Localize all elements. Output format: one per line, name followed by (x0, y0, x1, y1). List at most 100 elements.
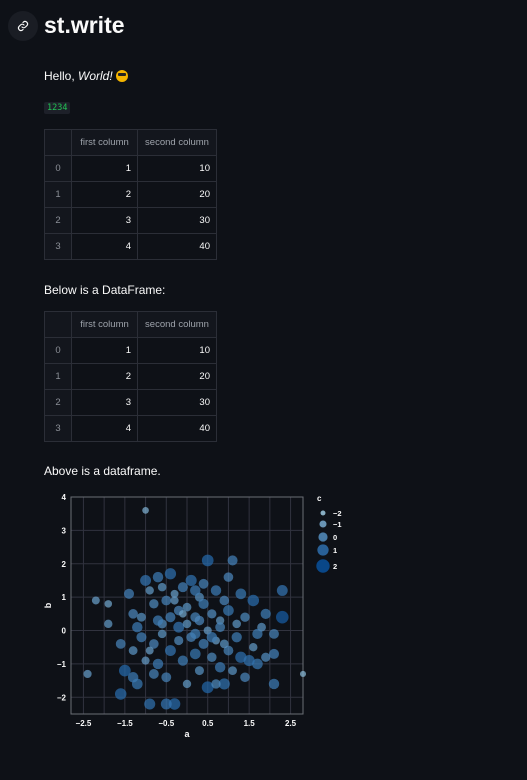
legend-symbol (317, 544, 328, 555)
scatter-point (190, 649, 201, 660)
column-header[interactable]: first column (72, 130, 138, 156)
table-cell[interactable]: 1 (72, 338, 138, 364)
row-index: 1 (45, 364, 72, 390)
table-cell[interactable]: 3 (72, 208, 138, 234)
table-cell[interactable]: 3 (72, 390, 138, 416)
scatter-point (220, 640, 229, 649)
scatter-point (198, 599, 208, 609)
scatter-point (276, 611, 289, 624)
scatter-point (232, 632, 242, 642)
table-cell[interactable]: 20 (138, 364, 217, 390)
code-value: 1234 (44, 102, 70, 114)
scatter-point (115, 688, 127, 700)
scatter-point (129, 646, 138, 655)
row-index: 3 (45, 416, 72, 442)
y-tick-label: 1 (62, 593, 67, 602)
scatter-point (228, 555, 238, 565)
scatter-point (195, 616, 205, 626)
scatter-point (105, 600, 113, 608)
scatter-point (248, 595, 260, 607)
scatter-point (83, 670, 91, 678)
scatter-point (199, 579, 209, 589)
scatter-point (124, 589, 134, 599)
table-cell[interactable]: 30 (138, 208, 217, 234)
scatter-point (277, 585, 288, 596)
scatter-point (223, 605, 234, 616)
table-cell[interactable]: 20 (138, 182, 217, 208)
table-row: 0 1 10 (45, 338, 217, 364)
table-cell[interactable]: 4 (72, 234, 138, 260)
scatter-point (252, 629, 262, 639)
above-text: Above is a dataframe. (44, 464, 161, 478)
table-cell[interactable]: 30 (138, 390, 217, 416)
scatter-chart[interactable]: −2.5 −1.5 −0.5 0.5 1.5 2.5 −2 −1 0 1 2 3 4 a b c −2 −1 0 1 2 (44, 490, 344, 745)
table-cell[interactable]: 40 (138, 234, 217, 260)
column-header[interactable]: second column (138, 130, 217, 156)
table-cell[interactable]: 4 (72, 416, 138, 442)
legend-symbol (319, 520, 326, 527)
scatter-point (153, 659, 163, 669)
scatter-point (137, 613, 146, 622)
x-tick-label: 0.5 (202, 719, 214, 728)
scatter-point (207, 653, 216, 662)
y-tick-label: −1 (57, 660, 67, 669)
table-cell[interactable]: 10 (138, 156, 217, 182)
scatter-point (173, 622, 184, 633)
table-row: 0 1 10 (45, 156, 217, 182)
table-cell[interactable]: 40 (138, 416, 217, 442)
scatter-point (244, 655, 255, 666)
scatter-point (190, 585, 200, 595)
legend-label: 1 (333, 546, 337, 555)
y-axis-label: b (44, 602, 53, 608)
scatter-point (219, 596, 229, 606)
table-cell[interactable]: 2 (72, 182, 138, 208)
x-axis-label: a (184, 729, 190, 739)
scatter-point (228, 666, 237, 675)
table-cell[interactable]: 10 (138, 338, 217, 364)
x-tick-label: 2.5 (285, 719, 297, 728)
scatter-point (261, 653, 270, 662)
scatter-point (141, 657, 149, 665)
scatter-point (165, 645, 176, 656)
x-tick-label: −0.5 (158, 719, 174, 728)
column-header[interactable]: first column (72, 312, 138, 338)
scatter-point (161, 699, 172, 710)
scatter-point (174, 636, 183, 645)
sunglasses-emoji-icon (116, 70, 128, 82)
row-index: 3 (45, 234, 72, 260)
scatter-point (153, 615, 163, 625)
link-button[interactable] (8, 11, 38, 41)
scatter-point (161, 672, 171, 682)
legend-label: 0 (333, 533, 337, 542)
table-cell[interactable]: 1 (72, 156, 138, 182)
scatter-point (269, 679, 279, 689)
index-header (45, 312, 72, 338)
scatter-point (149, 669, 159, 679)
table-cell[interactable]: 2 (72, 364, 138, 390)
legend-symbol (316, 559, 329, 572)
scatter-point (269, 649, 279, 659)
legend-symbol (321, 511, 326, 516)
table-row: 1 2 20 (45, 182, 217, 208)
legend-label: −1 (333, 520, 342, 529)
dataframe-2[interactable]: first column second column 0 1 10 1 2 20… (44, 311, 217, 442)
below-text: Below is a DataFrame: (44, 283, 165, 297)
scatter-point (149, 599, 158, 608)
scatter-point (170, 596, 178, 604)
link-icon (17, 20, 29, 32)
scatter-point (132, 622, 142, 632)
row-index: 2 (45, 208, 72, 234)
scatter-point (165, 568, 176, 579)
scatter-point (211, 679, 220, 688)
scatter-point (232, 620, 241, 629)
row-index: 2 (45, 390, 72, 416)
scatter-point (183, 620, 192, 629)
legend-label: −2 (333, 509, 342, 518)
scatter-point (207, 609, 216, 618)
scatter-point (140, 575, 151, 586)
scatter-point (158, 583, 167, 592)
dataframe-1[interactable]: first column second column 0 1 10 1 2 20… (44, 129, 217, 260)
column-header[interactable]: second column (138, 312, 217, 338)
table-row: 2 3 30 (45, 390, 217, 416)
scatter-point (224, 572, 234, 582)
